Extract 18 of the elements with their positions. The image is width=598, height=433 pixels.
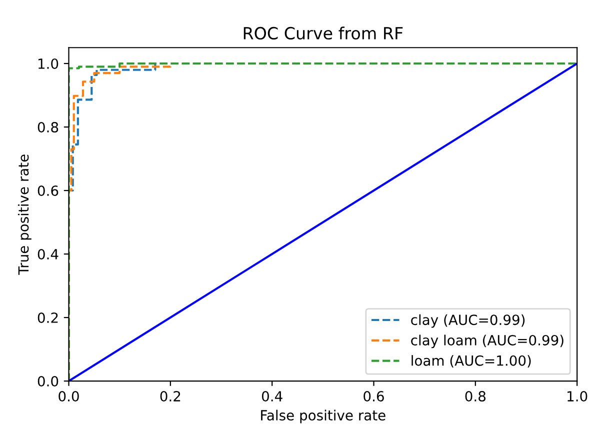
x-tick-label: 0.8 <box>465 391 486 402</box>
legend-label: loam (AUC=1.00) <box>412 355 531 368</box>
x-tick-label: 0.0 <box>58 391 79 402</box>
x-tick-label: 0.4 <box>262 391 282 402</box>
x-tick-label: 0.6 <box>364 391 384 402</box>
y-tick-label: 1.0 <box>38 58 58 69</box>
y-tick-label: 0.4 <box>38 248 58 260</box>
x-tick-label: 1.0 <box>568 391 588 402</box>
x-axis-title: False positive rate <box>261 410 386 424</box>
legend-label: clay loam (AUC=0.99) <box>411 334 564 348</box>
y-tick-label: 0.2 <box>38 312 58 324</box>
y-axis-title: True positive rate <box>18 154 32 275</box>
y-tick-label: 0.6 <box>38 185 58 196</box>
y-tick-label: 0.0 <box>38 376 58 387</box>
x-tick-label: 0.2 <box>160 391 180 402</box>
chart-title: ROC Curve from RF <box>244 26 403 40</box>
legend-label: clay (AUC=0.99) <box>411 314 525 328</box>
y-tick-label: 0.8 <box>38 122 58 132</box>
